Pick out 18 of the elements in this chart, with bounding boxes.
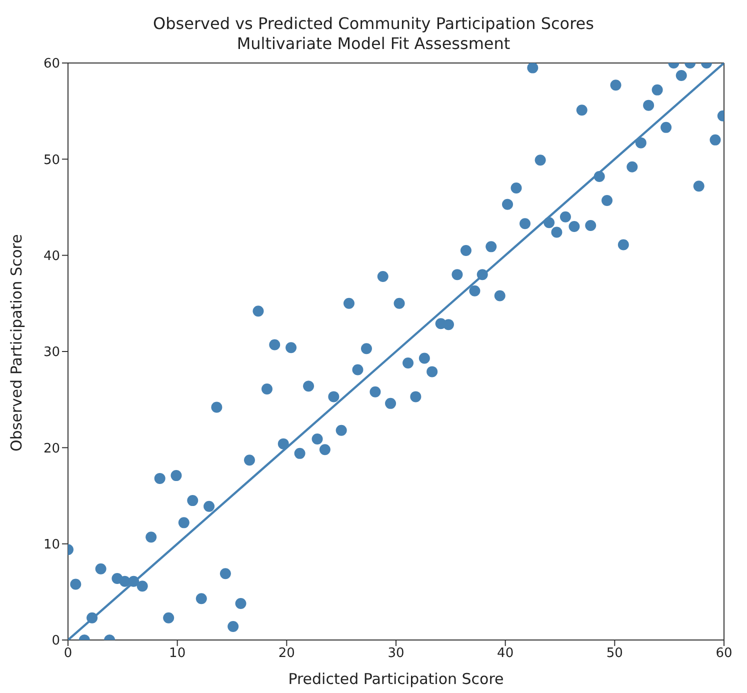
y-tick-label: 50 bbox=[43, 152, 60, 168]
y-tick-label: 10 bbox=[43, 537, 60, 552]
y-tick-label: 30 bbox=[43, 345, 60, 360]
x-tick-label: 40 bbox=[497, 646, 514, 662]
x-tick-label: 0 bbox=[64, 646, 72, 662]
chart-subtitle: Multivariate Model Fit Assessment bbox=[236, 34, 512, 54]
x-tick-label: 10 bbox=[169, 646, 186, 662]
y-tick-label: 20 bbox=[43, 441, 60, 456]
y-tick-label: 0 bbox=[52, 634, 60, 649]
y-axis-title: Observed Participation Score bbox=[7, 234, 26, 452]
y-tick-label: 60 bbox=[43, 56, 60, 72]
x-tick-label: 20 bbox=[278, 646, 295, 662]
x-tick-label: 50 bbox=[606, 646, 623, 662]
y-tick-label: 40 bbox=[43, 248, 60, 264]
x-tick-label: 60 bbox=[716, 646, 732, 662]
chart-title: Observed vs Predicted Community Participation Scores bbox=[152, 14, 595, 34]
x-tick-label: 30 bbox=[388, 646, 404, 662]
x-axis-title: Predicted Participation Score bbox=[288, 670, 504, 688]
